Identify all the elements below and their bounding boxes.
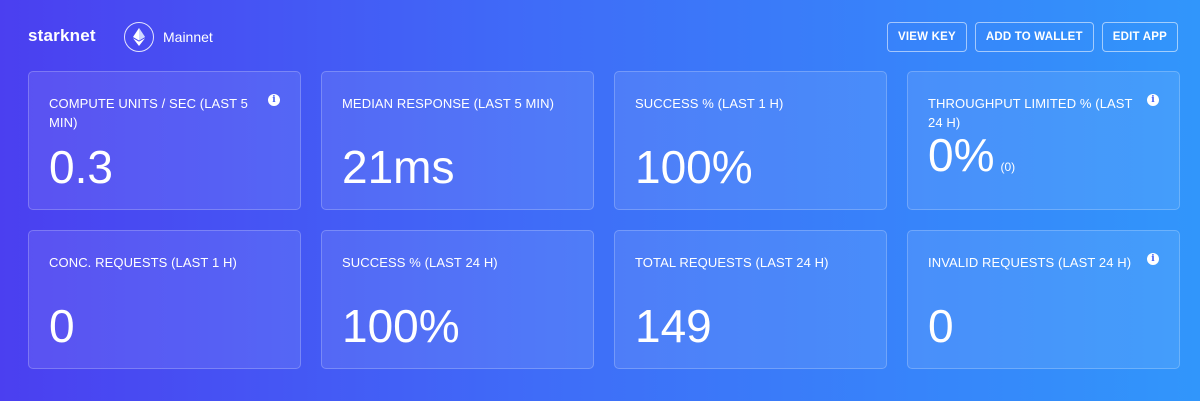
view-key-button[interactable]: VIEW KEY: [887, 22, 967, 52]
metric-label: INVALID REQUESTS (LAST 24 H): [928, 255, 1132, 270]
metric-label: SUCCESS % (LAST 1 H): [635, 96, 784, 111]
metric-value: 0.3: [49, 141, 113, 193]
metric-label: SUCCESS % (LAST 24 H): [342, 255, 498, 270]
metric-value: 0: [49, 300, 75, 352]
edit-app-button[interactable]: EDIT APP: [1101, 22, 1178, 52]
metric-value: 100%: [342, 300, 460, 352]
metric-card-success-24h: SUCCESS % (LAST 24 H) 100%: [321, 230, 594, 369]
metric-value: 100%: [635, 141, 753, 193]
metric-card-throughput-limited: THROUGHPUT LIMITED % (LAST 24 H) i 0% (0): [907, 71, 1180, 210]
metric-label: COMPUTE UNITS / SEC (LAST 5 MIN): [49, 96, 248, 130]
metric-label: CONC. REQUESTS (LAST 1 H): [49, 255, 237, 270]
metric-label: TOTAL REQUESTS (LAST 24 H): [635, 255, 829, 270]
info-icon[interactable]: i: [1147, 94, 1159, 106]
metric-label: THROUGHPUT LIMITED % (LAST 24 H): [928, 96, 1133, 130]
metric-card-compute-units: COMPUTE UNITS / SEC (LAST 5 MIN) i 0.3: [28, 71, 301, 210]
network-label: Mainnet: [163, 29, 213, 45]
metric-card-median-response: MEDIAN RESPONSE (LAST 5 MIN) 21ms: [321, 71, 594, 210]
metric-value-container: 0% (0): [928, 127, 1015, 195]
info-icon[interactable]: i: [1147, 253, 1159, 265]
metric-sub-value: (0): [1000, 160, 1016, 174]
ethereum-icon: [124, 22, 154, 52]
app-name: starknet: [28, 26, 96, 45]
network-selector[interactable]: Mainnet: [124, 22, 213, 52]
metric-value: 149: [635, 300, 712, 352]
metric-card-success-1h: SUCCESS % (LAST 1 H) 100%: [614, 71, 887, 210]
add-to-wallet-button[interactable]: ADD TO WALLET: [974, 22, 1094, 52]
app-header: starknet Mainnet VIEW KEY ADD TO WALLET …: [0, 0, 1200, 72]
metric-value: 21ms: [342, 141, 455, 193]
metrics-grid: COMPUTE UNITS / SEC (LAST 5 MIN) i 0.3 M…: [28, 71, 1180, 369]
metric-card-total-requests: TOTAL REQUESTS (LAST 24 H) 149: [614, 230, 887, 369]
info-icon[interactable]: i: [268, 94, 280, 106]
metric-card-concurrent-requests: CONC. REQUESTS (LAST 1 H) 0: [28, 230, 301, 369]
metric-label: MEDIAN RESPONSE (LAST 5 MIN): [342, 96, 555, 111]
metric-card-invalid-requests: INVALID REQUESTS (LAST 24 H) i 0: [907, 230, 1180, 369]
metric-value: 0: [928, 300, 954, 352]
metric-value: 0%: [928, 129, 995, 181]
header-actions: VIEW KEY ADD TO WALLET EDIT APP: [887, 22, 1178, 52]
